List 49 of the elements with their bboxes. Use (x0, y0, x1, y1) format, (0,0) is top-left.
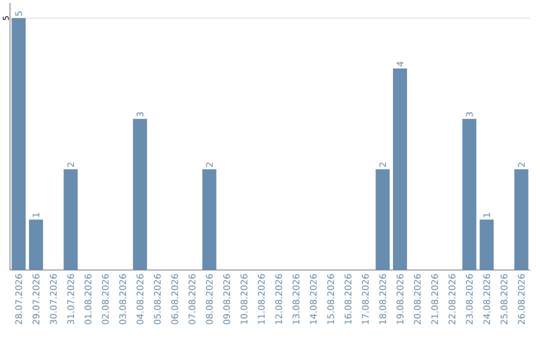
x-tick-label: 24.08.2026 (483, 274, 490, 324)
data-label: 1 (483, 213, 490, 217)
x-tick-label: 01.08.2026 (84, 274, 92, 324)
x-tick-label: 20.08.2026 (414, 274, 421, 324)
x-tick-label: 16.08.2026 (344, 274, 352, 324)
x-tick-label: 08.08.2026 (206, 274, 213, 324)
data-label: 4 (396, 62, 404, 66)
x-tick-label: 02.08.2026 (102, 274, 109, 324)
x-tick-label: 18.08.2026 (379, 274, 386, 324)
x-tick-label: 04.08.2026 (136, 274, 144, 324)
x-tick-label: 07.08.2026 (188, 274, 196, 324)
bar (393, 68, 408, 270)
x-tick-label: 31.07.2026 (67, 274, 74, 324)
data-label: 1 (32, 213, 40, 217)
x-tick-label: 22.08.2026 (448, 274, 456, 324)
data-label: 2 (206, 162, 213, 167)
data-label: 3 (466, 112, 473, 116)
x-tick-label: 14.08.2026 (310, 274, 317, 324)
bar (202, 169, 216, 270)
data-label: 2 (379, 162, 386, 167)
data-label: 2 (67, 162, 74, 167)
data-label: 3 (136, 112, 144, 116)
x-tick-label: 21.08.2026 (431, 274, 438, 324)
bar (462, 118, 476, 270)
bar (29, 220, 43, 270)
x-tick-label: 29.07.2026 (32, 274, 40, 324)
x-tick-label: 11.08.2026 (258, 274, 265, 324)
bar (480, 220, 494, 270)
bar (514, 169, 528, 270)
x-tick-label: 10.08.2026 (240, 274, 248, 324)
x-tick-label: 13.08.2026 (292, 274, 300, 324)
x-tick-label: 05.08.2026 (154, 274, 161, 324)
bar (376, 169, 390, 270)
bar (133, 118, 147, 270)
x-tick-label: 09.08.2026 (223, 274, 230, 324)
data-label: 2 (518, 162, 525, 167)
x-tick-label: 15.08.2026 (327, 274, 334, 324)
x-tick-label: 25.08.2026 (500, 274, 508, 324)
x-tick-label: 26.08.2026 (518, 274, 525, 324)
x-tick-label: 17.08.2026 (362, 274, 369, 324)
x-tick-label: 12.08.2026 (275, 274, 282, 324)
x-tick-label: 03.08.2026 (119, 274, 126, 324)
bar (12, 18, 26, 270)
x-tick-label: 23.08.2026 (466, 274, 473, 324)
bar (64, 169, 78, 270)
x-tick-label: 28.07.2026 (15, 274, 22, 324)
x-tick-label: 19.08.2026 (396, 274, 404, 324)
x-tick-label: 30.07.2026 (50, 274, 57, 324)
x-tick-label: 06.08.2026 (171, 274, 178, 324)
